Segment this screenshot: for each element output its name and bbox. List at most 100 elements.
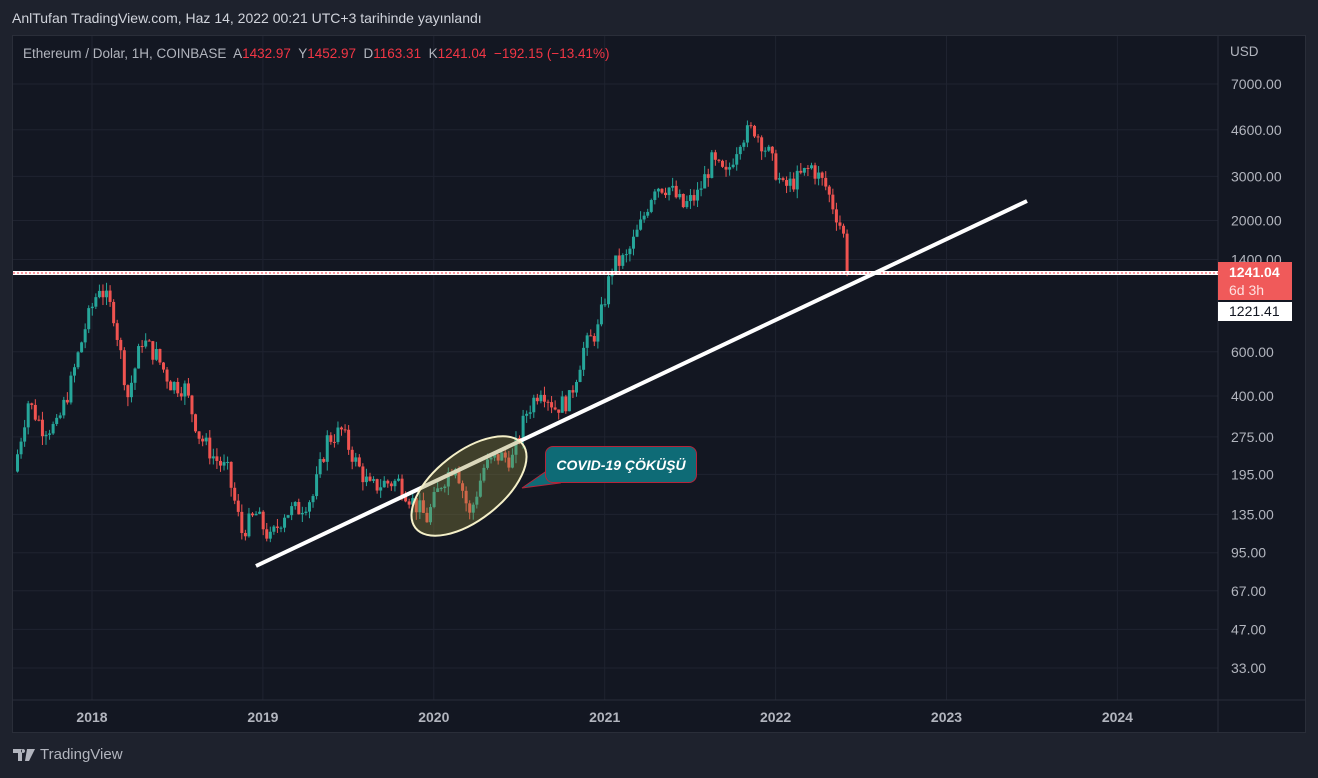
candle	[760, 135, 764, 160]
candle	[311, 494, 315, 508]
candle	[560, 390, 564, 413]
candle	[671, 177, 675, 192]
candle	[215, 448, 219, 469]
year-tick-label: 2022	[760, 709, 791, 725]
candle	[582, 341, 586, 377]
candle	[792, 172, 796, 192]
candle	[325, 430, 329, 471]
candle	[329, 432, 333, 445]
candle	[211, 448, 215, 465]
year-tick-label: 2023	[931, 709, 962, 725]
candle	[375, 478, 379, 494]
candle	[489, 456, 493, 464]
price-tick-label: 3000.00	[1231, 168, 1282, 184]
candle	[621, 253, 625, 269]
candle	[475, 491, 479, 509]
candle	[279, 526, 283, 533]
covid-annotation[interactable]: COVID-19 ÇÖKÜŞÜ	[545, 446, 697, 483]
candle	[813, 162, 817, 185]
candle	[510, 448, 514, 469]
candle	[685, 195, 689, 209]
candle	[322, 457, 326, 464]
candle	[386, 479, 390, 488]
candle	[94, 293, 98, 310]
tradingview-logo: TradingView	[13, 746, 123, 763]
candle	[372, 476, 376, 484]
candle	[354, 452, 358, 467]
candle	[69, 371, 73, 405]
candle	[845, 229, 849, 277]
candle	[699, 181, 703, 197]
candle	[496, 454, 500, 465]
candle	[208, 430, 212, 465]
candle	[710, 149, 714, 179]
candle	[315, 466, 319, 500]
candle	[753, 124, 757, 139]
candle	[446, 467, 450, 496]
candle	[122, 347, 126, 391]
candle	[603, 298, 607, 308]
candle	[742, 139, 746, 151]
candle	[144, 333, 148, 349]
chart-pane[interactable]	[12, 35, 1306, 733]
candle	[33, 399, 37, 422]
candle	[233, 482, 237, 505]
candle	[55, 414, 59, 427]
symbol-name: Ethereum / Dolar, 1H, COINBASE	[23, 46, 227, 61]
candle	[161, 361, 165, 373]
candle	[343, 424, 347, 433]
candle	[222, 454, 226, 471]
candle	[688, 189, 692, 209]
candle	[824, 171, 828, 191]
candle	[528, 405, 532, 419]
candle	[190, 394, 194, 423]
candle	[834, 202, 838, 231]
candle	[785, 176, 789, 194]
candle	[514, 431, 518, 464]
candle	[471, 502, 475, 520]
open-value: 1432.97	[242, 46, 291, 61]
low-label: D	[363, 46, 374, 61]
candle	[272, 524, 276, 535]
candle	[781, 176, 785, 182]
candle	[229, 461, 233, 497]
candle	[283, 514, 287, 533]
candle	[347, 425, 351, 455]
candle	[767, 144, 771, 152]
candle	[183, 380, 187, 405]
year-tick-label: 2024	[1102, 709, 1133, 725]
candle	[251, 512, 255, 518]
candle	[774, 149, 778, 181]
candle	[831, 188, 835, 215]
trend-line[interactable]	[255, 199, 1028, 568]
price-tick-label: 7000.00	[1231, 76, 1282, 92]
candle	[165, 367, 169, 389]
candle	[393, 478, 397, 492]
candle	[589, 329, 593, 337]
candle	[770, 146, 774, 161]
candle	[72, 363, 76, 383]
candle	[802, 167, 806, 176]
candle	[44, 430, 48, 445]
close-label: K	[428, 46, 438, 61]
year-tick-label: 2021	[589, 709, 620, 725]
price-tick-label: 67.00	[1231, 583, 1266, 599]
candle	[58, 412, 62, 420]
price-tick-label: 600.00	[1231, 344, 1274, 360]
candle	[218, 456, 222, 472]
candle	[16, 449, 20, 473]
candle	[631, 229, 635, 256]
covid-ellipse[interactable]	[394, 417, 543, 554]
candle	[154, 341, 158, 362]
candle	[788, 171, 792, 193]
candle	[806, 165, 810, 177]
candle	[133, 367, 137, 390]
candle	[51, 421, 55, 435]
candle	[703, 165, 707, 189]
candle	[596, 319, 600, 349]
candle	[176, 377, 180, 397]
candle	[756, 134, 760, 143]
candle	[429, 503, 433, 525]
candle	[83, 323, 87, 349]
